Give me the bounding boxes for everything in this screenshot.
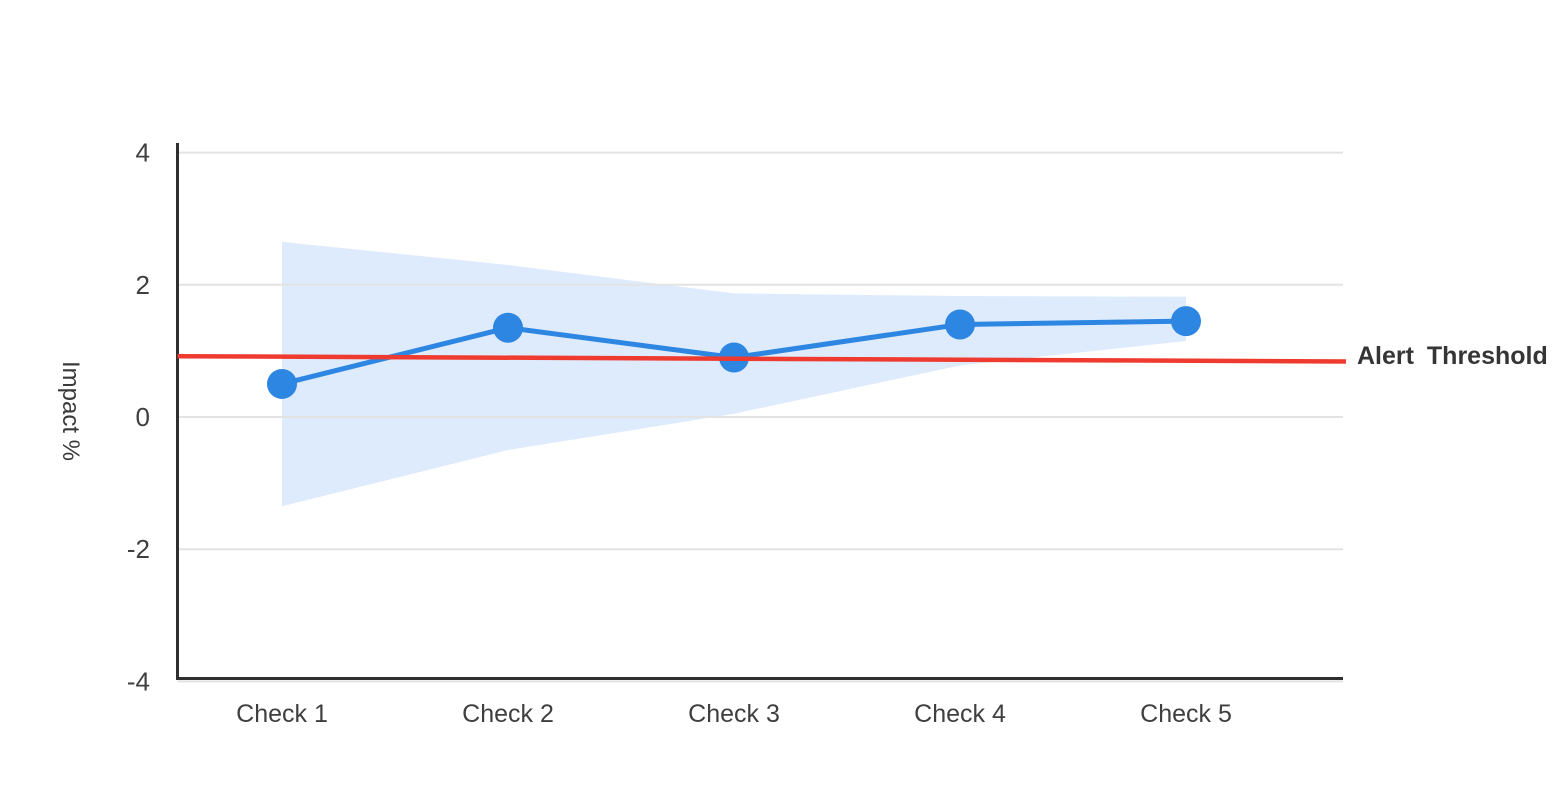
threshold-label: Alert Threshold (1357, 342, 1548, 370)
x-tick-label: Check 2 (462, 700, 554, 728)
y-tick-label: 0 (136, 402, 150, 432)
data-point (493, 312, 523, 343)
y-tick-label: -2 (127, 534, 150, 564)
gridlines (177, 151, 1343, 683)
threshold-line (177, 353, 1347, 364)
data-point (267, 368, 297, 399)
data-point (945, 309, 975, 340)
x-tick-label: Check 1 (236, 700, 328, 728)
y-axis-title: Impact % (57, 361, 84, 461)
axes (176, 143, 1343, 680)
y-tick-label: 2 (136, 270, 150, 300)
x-tick-label: Check 3 (688, 700, 780, 728)
y-axis-tick-labels: 4 2 0 -2 -4 (127, 138, 150, 697)
confidence-band-area (282, 241, 1186, 507)
x-tick-label: Check 5 (1140, 700, 1232, 728)
y-tick-label: 4 (136, 138, 150, 168)
alert-threshold-line (177, 353, 1347, 364)
y-tick-label: -4 (127, 666, 150, 696)
confidence-band (282, 241, 1186, 507)
impact-series (267, 306, 1201, 399)
x-axis-tick-labels: Check 1 Check 2 Check 3 Check 4 Check 5 (236, 700, 1232, 728)
data-point (1171, 306, 1201, 337)
x-tick-label: Check 4 (914, 700, 1006, 728)
